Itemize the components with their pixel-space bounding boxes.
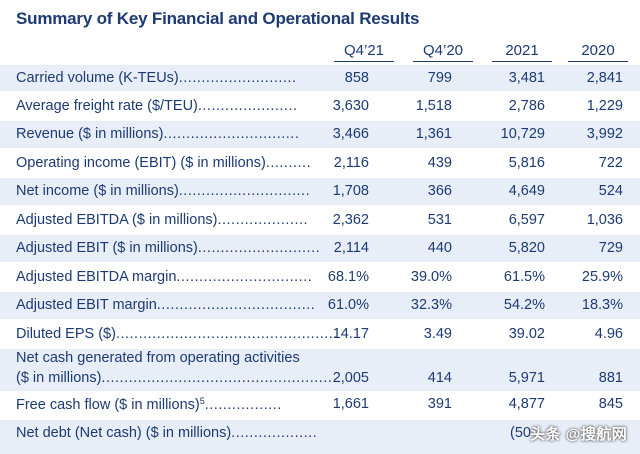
cell-2020: 881 [598, 370, 623, 386]
cell-q4-20: 366 [427, 183, 452, 199]
cell-2021: 4,649 [508, 183, 545, 199]
cell-2020: 524 [598, 183, 623, 199]
cell-2020: 1,229 [586, 98, 623, 114]
table-row: Revenue ($ in millions).................… [0, 121, 640, 148]
row-label: Net cash generated from operating activi… [16, 350, 300, 366]
table-row: Adjusted EBITDA margin..................… [0, 263, 640, 291]
watermark: 头条 @搜航网 [530, 426, 628, 443]
cell-2020: 722 [598, 155, 623, 171]
cell-q4-20: 3.49 [423, 326, 452, 342]
row-label: Adjusted EBIT ($ in millions)...........… [16, 240, 321, 256]
footnote-marker: 5 [199, 396, 205, 406]
cell-q4-20: 531 [427, 212, 452, 228]
column-header-rule [334, 61, 394, 62]
row-label: Carried volume (K-TEUs).................… [16, 70, 297, 86]
cell-2020: 1,036 [586, 212, 623, 228]
cell-q4-21: 1,661 [332, 396, 369, 412]
cell-q4-21: 2,114 [333, 240, 369, 256]
table-row: Net cash generated from operating activi… [0, 349, 640, 391]
cell-q4-20: 39.0% [410, 269, 452, 285]
cell-2021: 5,820 [508, 240, 545, 256]
row-label-continuation: ($ in millions).........................… [16, 370, 333, 386]
column-header-rule [492, 61, 552, 62]
table-row: Operating income (EBIT) ($ in millions).… [0, 149, 640, 177]
cell-q4-21: 68.1% [327, 269, 369, 285]
row-label: Net income ($ in millions)..............… [16, 183, 311, 199]
cell-q4-20: 414 [427, 370, 452, 386]
table-row: Adjusted EBITDA ($ in millions).........… [0, 206, 640, 234]
cell-q4-21: 2,362 [332, 212, 369, 228]
cell-2020: 18.3% [581, 297, 623, 313]
cell-q4-20: 32.3% [410, 297, 452, 313]
cell-q4-21: 61.0% [327, 297, 369, 313]
cell-q4-21: 858 [344, 70, 369, 86]
cell-q4-21: 14.17 [332, 326, 369, 342]
row-label: Diluted EPS ($).........................… [16, 326, 338, 342]
row-label: Adjusted EBITDA margin..................… [16, 269, 313, 285]
row-label: Net debt (Net cash) ($ in millions).....… [16, 425, 318, 441]
cell-q4-21: 2,116 [333, 155, 369, 171]
column-header-q4-20: Q4’20 [422, 42, 464, 59]
cell-2021: 5,971 [508, 370, 545, 386]
cell-2021: 61.5% [503, 269, 545, 285]
row-label: Adjusted EBITDA ($ in millions).........… [16, 212, 309, 228]
cell-q4-21: 1,708 [332, 183, 369, 199]
column-header-rule [568, 61, 628, 62]
cell-q4-20: 439 [427, 155, 452, 171]
row-label: Revenue ($ in millions).................… [16, 126, 300, 142]
table-row: Net income ($ in millions)..............… [0, 178, 640, 205]
cell-q4-20: 799 [427, 70, 452, 86]
cell-q4-20: 1,518 [415, 98, 452, 114]
cell-q4-21: 2,005 [332, 370, 369, 386]
table-row: Adjusted EBIT margin....................… [0, 292, 640, 319]
cell-q4-20: 391 [427, 396, 452, 412]
cell-q4-21: 3,466 [332, 126, 369, 142]
column-header-q4-21: Q4’21 [343, 42, 385, 59]
cell-2020: 729 [598, 240, 623, 256]
cell-2020: 845 [598, 396, 623, 412]
cell-2021: 39.02 [508, 326, 545, 342]
cell-q4-20: 1,361 [415, 126, 452, 142]
cell-2021: 10,729 [500, 126, 545, 142]
row-label: Adjusted EBIT margin....................… [16, 297, 316, 313]
cell-2020: 4.96 [594, 326, 623, 342]
row-label: Operating income (EBIT) ($ in millions).… [16, 155, 312, 171]
table-row: Carried volume (K-TEUs).................… [0, 65, 640, 91]
cell-2021: 3,481 [508, 70, 545, 86]
cell-2020: 3,992 [586, 126, 623, 142]
cell-2020: 25.9% [581, 269, 623, 285]
table-row: Net debt (Net cash) ($ in millions).....… [0, 420, 640, 454]
cell-2021: 2,786 [508, 98, 545, 114]
row-label: Average freight rate ($/TEU)............… [16, 98, 298, 114]
cell-2021: 4,877 [508, 396, 545, 412]
row-label: Free cash flow ($ in millions)5.........… [16, 396, 282, 413]
cell-2020: 2,841 [586, 70, 623, 86]
column-header-2020: 2020 [581, 42, 615, 59]
column-header-2021: 2021 [505, 42, 539, 59]
cell-2021: 5,816 [508, 155, 545, 171]
cell-q4-21: 3,630 [332, 98, 369, 114]
table-row: Average freight rate ($/TEU)............… [0, 92, 640, 120]
cell-partial-value: (50 [510, 425, 531, 441]
column-header-rule [413, 61, 473, 62]
table-title: Summary of Key Financial and Operational… [16, 9, 420, 28]
cell-2021: 54.2% [503, 297, 545, 313]
table-row: Adjusted EBIT ($ in millions)...........… [0, 235, 640, 262]
cell-2021: 6,597 [508, 212, 545, 228]
cell-q4-20: 440 [427, 240, 452, 256]
table-row: Diluted EPS ($).........................… [0, 320, 640, 348]
table-row: Free cash flow ($ in millions)5.........… [0, 392, 640, 419]
